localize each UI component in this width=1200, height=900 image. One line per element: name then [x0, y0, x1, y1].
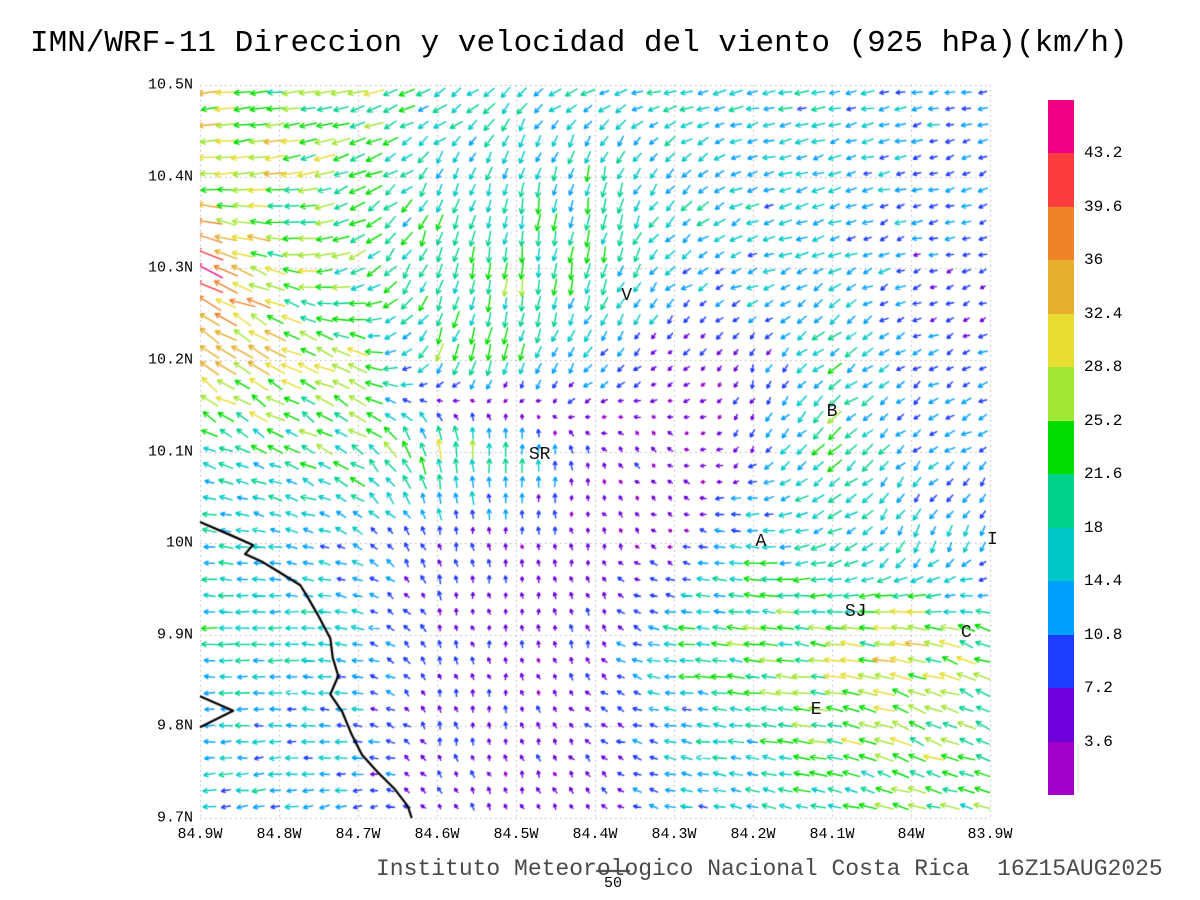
y-tick-label: 10.2N	[147, 351, 193, 369]
colorbar-segment	[1048, 206, 1074, 261]
city-label: SJ	[844, 601, 867, 622]
colorbar-segment	[1048, 420, 1074, 475]
x-tick-label: 84.1W	[809, 826, 855, 843]
footer-text: Instituto Meteorologico Nacional Costa R…	[376, 856, 1163, 882]
colorbar-segment	[1048, 153, 1074, 207]
colorbar-tick-label: 36	[1084, 251, 1104, 270]
colorbar-segment	[1048, 474, 1074, 528]
colorbar-tick-label: 10.8	[1084, 625, 1123, 644]
y-tick-label: 10.1N	[147, 443, 193, 460]
colorbar-tick-label: 28.8	[1084, 358, 1123, 377]
x-tick-label: 84.7W	[335, 826, 381, 843]
city-label: SR	[528, 445, 551, 466]
y-tick-label: 10.3N	[147, 259, 193, 277]
colorbar-segment	[1048, 527, 1074, 582]
colorbar-tick-label: 32.4	[1084, 304, 1123, 323]
y-tick-label: 9.7N	[156, 809, 193, 827]
city-label: A	[755, 532, 767, 553]
city-label: C	[960, 622, 972, 643]
y-tick-label: 9.9N	[156, 626, 193, 644]
colorbar-segment	[1048, 100, 1074, 154]
colorbar-tick-label: 14.4	[1084, 572, 1123, 591]
colorbar-tick-label: 7.2	[1084, 679, 1113, 698]
y-tick-label: 10.5N	[147, 76, 193, 94]
colorbar-tick-label: 39.6	[1084, 197, 1123, 216]
x-tick-label: 84W	[897, 826, 925, 843]
colorbar-segment	[1048, 634, 1074, 689]
colorbar-tick-label: 18	[1084, 518, 1104, 537]
city-label: I	[986, 530, 998, 551]
x-tick-label: 84.4W	[572, 826, 618, 843]
city-label: B	[826, 402, 838, 423]
colorbar-tick-label: 21.6	[1084, 465, 1123, 484]
reference-vector-label: 50	[603, 875, 623, 892]
x-tick-label: 84.2W	[730, 826, 776, 843]
x-tick-label: 84.3W	[651, 826, 697, 843]
colorbar-segment	[1048, 741, 1074, 796]
colorbar	[1048, 100, 1074, 796]
y-tick-label: 10.4N	[147, 168, 193, 186]
colorbar-segment	[1048, 581, 1074, 635]
x-tick-label: 84.9W	[177, 826, 223, 843]
x-tick-label: 83.9W	[967, 826, 1013, 843]
colorbar-segment	[1048, 367, 1074, 421]
y-tick-label: 9.8N	[156, 717, 193, 735]
colorbar-segment	[1048, 688, 1074, 742]
colorbar-tick-label: 3.6	[1084, 732, 1113, 751]
chart-title: IMN/WRF-11 Direccion y velocidad del vie…	[30, 26, 1128, 61]
city-label: V	[621, 285, 632, 306]
x-tick-label: 84.8W	[256, 826, 302, 843]
x-tick-label: 84.5W	[493, 826, 539, 843]
colorbar-tick-label: 25.2	[1084, 411, 1123, 430]
x-tick-label: 84.6W	[414, 826, 460, 843]
colorbar-segment	[1048, 260, 1074, 314]
y-tick-label: 10N	[165, 534, 193, 552]
colorbar-tick-label: 43.2	[1084, 144, 1123, 163]
city-label: E	[810, 699, 822, 720]
colorbar-segment	[1048, 313, 1074, 368]
